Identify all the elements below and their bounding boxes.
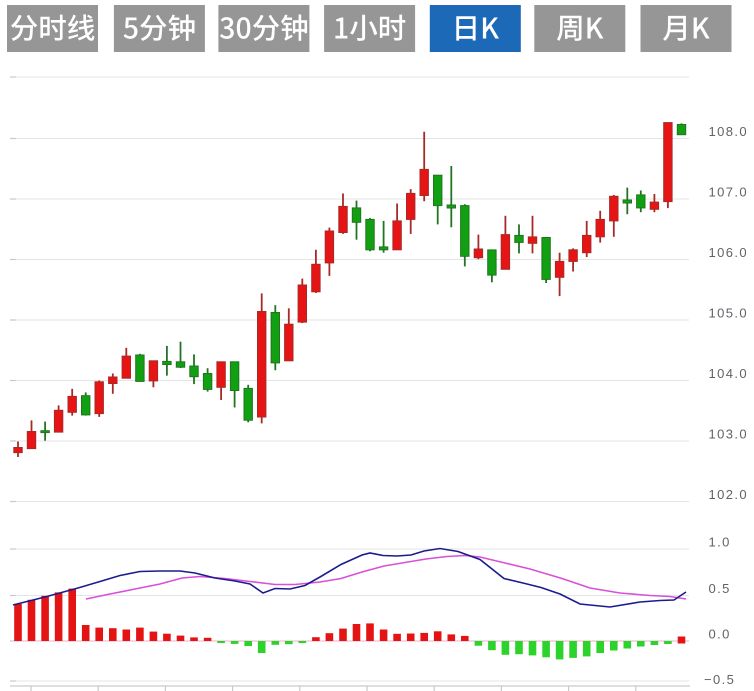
- svg-text:104.0: 104.0: [709, 366, 749, 381]
- svg-text:105.0: 105.0: [709, 306, 749, 321]
- svg-text:0.0: 0.0: [709, 627, 731, 642]
- svg-text:−0.5: −0.5: [704, 672, 735, 687]
- svg-text:108.0: 108.0: [709, 124, 749, 139]
- svg-text:103.0: 103.0: [709, 427, 749, 442]
- svg-text:0.5: 0.5: [709, 581, 731, 596]
- svg-text:106.0: 106.0: [709, 245, 749, 260]
- svg-text:1.0: 1.0: [709, 535, 731, 550]
- svg-text:107.0: 107.0: [709, 185, 749, 200]
- svg-text:102.0: 102.0: [709, 487, 749, 502]
